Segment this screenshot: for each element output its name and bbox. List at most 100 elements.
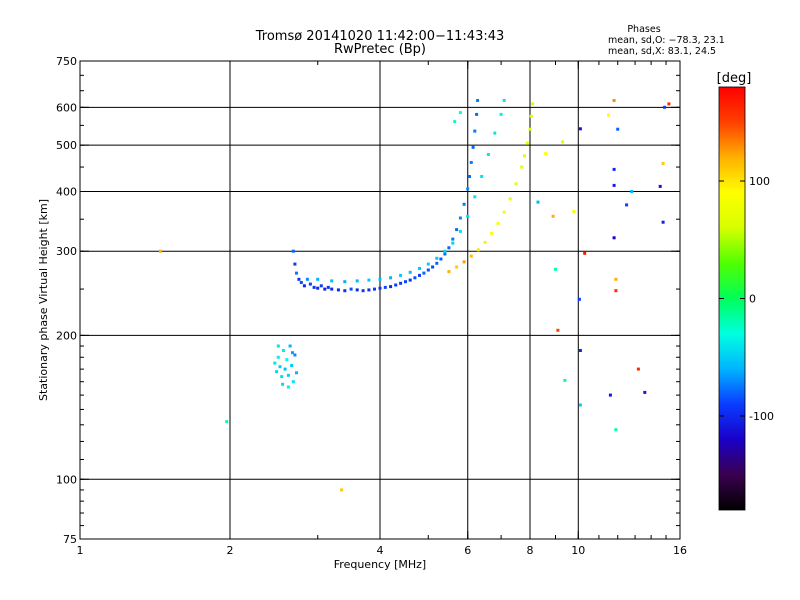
data-point xyxy=(297,277,301,281)
y-tick-label: 75 xyxy=(63,533,77,546)
x-tick-label: 8 xyxy=(527,544,534,557)
data-point xyxy=(280,375,284,379)
data-point xyxy=(288,344,292,348)
data-point xyxy=(612,183,616,187)
colorbar: [deg] -100 0 100 xyxy=(717,71,774,511)
data-point xyxy=(276,344,280,348)
data-point xyxy=(330,287,334,291)
data-point xyxy=(286,385,290,389)
data-point xyxy=(422,271,426,275)
data-point xyxy=(355,279,359,283)
data-point xyxy=(614,277,618,281)
data-point xyxy=(336,288,340,292)
data-point xyxy=(455,228,459,232)
data-point xyxy=(458,111,462,115)
data-point xyxy=(486,153,490,156)
grid-lines xyxy=(80,61,680,539)
data-point xyxy=(466,214,470,218)
data-point xyxy=(426,268,430,272)
y-tick-label: 100 xyxy=(56,473,77,486)
data-point xyxy=(578,403,582,407)
data-point xyxy=(308,282,312,286)
data-point xyxy=(418,267,421,270)
data-point xyxy=(312,285,316,289)
data-point xyxy=(426,262,430,266)
data-point xyxy=(404,280,407,284)
data-point xyxy=(476,99,480,102)
data-point xyxy=(612,167,616,171)
data-point xyxy=(473,195,477,199)
data-point xyxy=(636,367,640,371)
data-point xyxy=(476,248,480,252)
data-point xyxy=(556,328,560,332)
data-point xyxy=(291,249,295,253)
data-point xyxy=(295,271,298,275)
data-point xyxy=(496,221,500,225)
data-point xyxy=(578,127,582,131)
data-point xyxy=(290,364,294,367)
data-point xyxy=(283,367,287,371)
data-point xyxy=(493,131,497,135)
x-tick-label: 10 xyxy=(571,544,585,557)
data-point xyxy=(661,161,665,165)
data-point xyxy=(490,231,494,235)
colorbar-tick-label: 100 xyxy=(749,175,770,188)
data-point xyxy=(551,214,555,218)
data-point xyxy=(293,353,297,357)
colorbar-tick-label: -100 xyxy=(749,410,774,423)
data-point xyxy=(499,112,503,116)
data-point xyxy=(536,200,540,204)
stats-o-phase: mean, sd,O: −78.3, 23.1 xyxy=(608,35,725,46)
data-point xyxy=(316,277,320,281)
chart-title: Tromsø 20141020 11:42:00−11:43:43 xyxy=(255,29,505,44)
data-point xyxy=(480,175,484,178)
data-point xyxy=(525,141,529,145)
data-point xyxy=(343,289,347,293)
data-point xyxy=(468,175,471,178)
y-tick-label: 300 xyxy=(56,245,77,258)
data-point xyxy=(667,102,671,106)
data-point xyxy=(158,249,162,253)
data-point xyxy=(399,281,403,285)
data-point xyxy=(389,276,393,280)
data-point xyxy=(273,361,277,365)
data-point xyxy=(475,112,479,116)
data-point xyxy=(305,277,309,281)
data-point xyxy=(514,182,518,186)
data-point xyxy=(278,365,282,369)
data-point xyxy=(561,140,565,144)
data-point xyxy=(447,270,451,274)
data-point xyxy=(578,349,582,352)
data-point xyxy=(435,261,439,265)
data-point xyxy=(293,262,297,266)
data-point xyxy=(469,161,473,164)
data-point xyxy=(443,252,447,256)
data-point xyxy=(529,114,533,118)
data-point xyxy=(502,99,506,102)
colorbar-label: [deg] xyxy=(717,71,752,86)
data-point xyxy=(413,276,417,280)
data-point xyxy=(291,380,295,384)
data-point xyxy=(367,278,371,282)
y-tick-label: 600 xyxy=(56,101,77,114)
data-point xyxy=(523,154,526,158)
data-point xyxy=(323,287,327,291)
data-point xyxy=(608,393,612,397)
data-point xyxy=(451,237,455,241)
data-point xyxy=(612,99,616,102)
data-point xyxy=(572,210,576,214)
data-point xyxy=(607,113,610,117)
y-axis-label: Stationary phase Virtual Height [km] xyxy=(37,199,50,401)
data-point xyxy=(319,284,323,288)
data-point xyxy=(295,371,298,375)
data-point xyxy=(286,373,290,377)
x-tick-label: 2 xyxy=(227,544,234,557)
data-point xyxy=(302,284,306,288)
axes: 1 2 4 6 8 10 16 75 100 200 300 400 500 600 750 xyxy=(56,55,687,557)
data-point xyxy=(643,390,647,394)
x-tick-label: 4 xyxy=(377,544,384,557)
data-point xyxy=(658,184,662,188)
data-point xyxy=(563,378,567,382)
data-point xyxy=(502,210,506,214)
data-point xyxy=(453,120,457,124)
